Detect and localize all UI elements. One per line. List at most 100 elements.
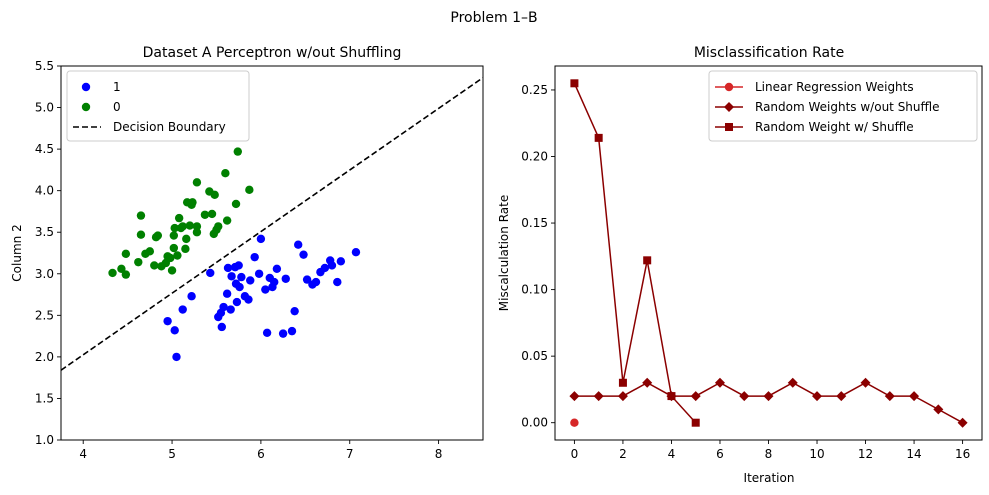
legend-label: Linear Regression Weights <box>755 80 914 94</box>
class-0-point <box>136 211 146 220</box>
class-1-point <box>290 306 299 316</box>
class-1-point <box>311 277 321 287</box>
class-0-point <box>192 222 202 231</box>
y-tick-label: 0.05 <box>521 349 548 363</box>
class-0-point <box>188 198 197 207</box>
class-0-point <box>182 234 191 244</box>
series-point <box>884 391 895 402</box>
x-tick-label: 4 <box>79 447 87 461</box>
class-0-point <box>245 185 254 195</box>
series-point <box>569 391 580 402</box>
x-tick-label: 8 <box>765 447 773 461</box>
line-xlabel: Iteration <box>744 471 795 485</box>
series-point <box>739 391 750 402</box>
x-tick-label: 4 <box>668 447 676 461</box>
class-1-point <box>206 268 215 278</box>
series-point <box>909 391 920 402</box>
class-1-point <box>287 326 297 336</box>
legend-label: Decision Boundary <box>113 120 226 134</box>
class-0-point <box>178 222 187 231</box>
class-0-point <box>222 216 232 225</box>
class-1-point <box>219 302 228 312</box>
class-1-point <box>178 305 187 314</box>
x-tick-label: 6 <box>257 447 265 461</box>
class-0-point <box>136 230 146 239</box>
x-tick-label: 8 <box>435 447 443 461</box>
y-tick-label: 3.0 <box>35 267 54 281</box>
class-1-point <box>227 272 236 281</box>
line-axes-frame <box>554 65 983 441</box>
y-tick-label: 5.0 <box>35 101 54 115</box>
class-0-point <box>231 199 241 209</box>
class-1-point <box>270 277 279 287</box>
series-point <box>618 378 627 387</box>
y-tick-label: 0.15 <box>521 216 548 230</box>
scatter-legend-box <box>66 70 250 142</box>
scatter-ylabel: Column 2 <box>10 224 24 281</box>
series-point <box>594 133 603 142</box>
class-0-point <box>192 178 202 187</box>
x-tick-label: 14 <box>906 447 921 461</box>
class-0-point <box>214 222 223 231</box>
class-1-point <box>172 352 181 362</box>
class-0-point <box>221 169 230 178</box>
class-1-point <box>217 322 227 332</box>
x-tick-label: 12 <box>858 447 873 461</box>
class-1-point <box>299 250 308 259</box>
scatter-axes-frame <box>60 65 484 441</box>
class-1-point <box>232 297 242 307</box>
y-tick-label: 4.0 <box>35 184 54 198</box>
line-legend-box <box>708 70 978 142</box>
series-point <box>691 418 700 427</box>
series-line <box>573 82 697 424</box>
class-0-point <box>233 147 242 156</box>
y-tick-label: 0.00 <box>521 416 548 430</box>
y-tick-label: 1.0 <box>35 433 54 447</box>
legend-marker-swatch <box>724 102 734 112</box>
class-1-point <box>294 240 303 249</box>
class-1-point <box>250 252 259 262</box>
legend-label: Random Weight w/ Shuffle <box>755 120 914 134</box>
decision-boundary-line <box>61 76 483 371</box>
series-line <box>574 381 963 424</box>
class-1-point <box>281 274 290 283</box>
class-0-point <box>192 228 202 237</box>
class-0-point <box>121 270 131 279</box>
series-point <box>666 391 677 402</box>
class-1-point <box>262 328 272 337</box>
class-1-point <box>256 234 266 244</box>
scatter-legend: 1 0 Decision Boundary <box>66 70 250 142</box>
y-tick-label: 0.10 <box>521 283 548 297</box>
y-tick-label: 0.25 <box>521 83 548 97</box>
line-panel: Misclassification Rate Miscalculation Ra… <box>497 45 983 485</box>
legend-label: Random Weights w/out Shuffle <box>755 100 940 114</box>
class-1-point <box>226 305 235 314</box>
scatter-panel: Dataset A Perceptron w/out Shuffling Col… <box>10 45 484 461</box>
scatter-title: Dataset A Perceptron w/out Shuffling <box>143 45 402 61</box>
series-point <box>763 391 774 402</box>
class-1-point <box>261 285 270 294</box>
class-1-point <box>320 263 330 273</box>
class-0-point <box>174 213 184 223</box>
class-1-point <box>254 269 264 278</box>
legend-marker-swatch <box>724 82 734 92</box>
class-1-point <box>272 264 282 273</box>
line-ylabel: Miscalculation Rate <box>497 195 511 311</box>
y-tick-label: 2.0 <box>35 350 54 364</box>
class-1-point <box>170 326 179 335</box>
series-point <box>593 391 604 402</box>
class-1-point <box>235 282 244 292</box>
y-tick-label: 1.5 <box>35 391 54 405</box>
class-1-point <box>351 247 361 257</box>
x-tick-label: 5 <box>168 447 176 461</box>
class-1-point <box>222 289 232 298</box>
legend-marker-swatch <box>81 102 91 112</box>
series-point <box>812 391 823 402</box>
class-0-point <box>169 243 179 253</box>
y-tick-label: 5.5 <box>35 59 54 73</box>
class-1-point <box>278 329 288 338</box>
y-tick-label: 0.20 <box>521 150 548 164</box>
x-tick-label: 10 <box>809 447 824 461</box>
class-0-point <box>167 266 177 275</box>
